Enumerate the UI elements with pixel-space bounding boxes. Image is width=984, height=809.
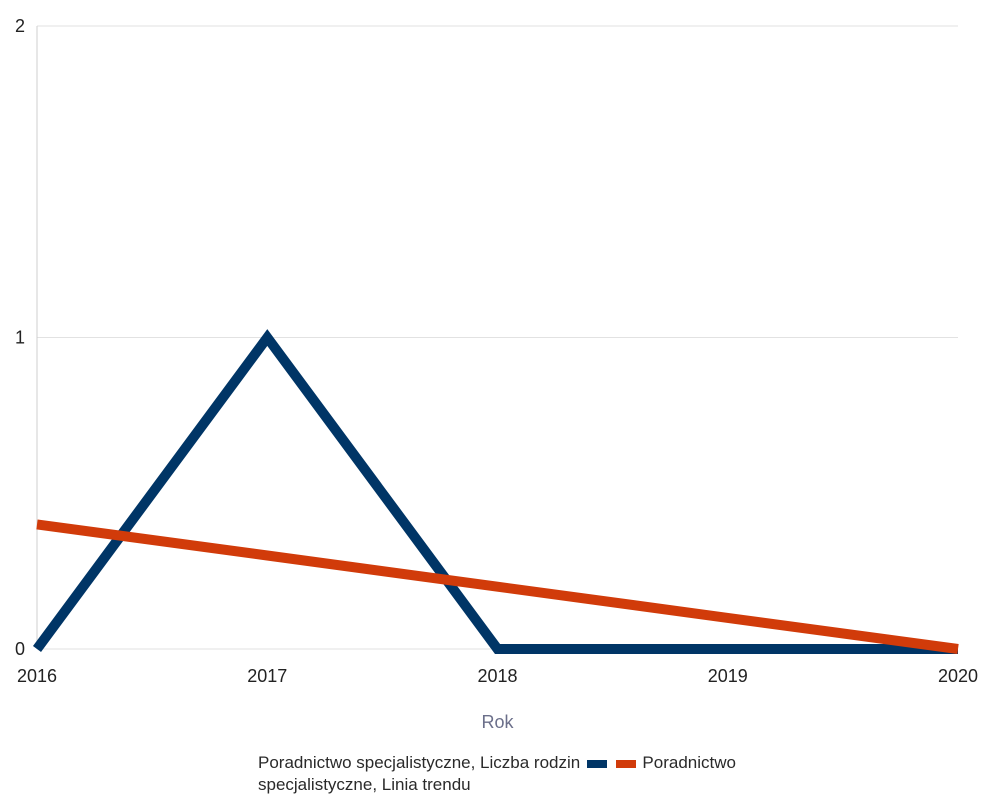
x-tick-label: 2020	[938, 666, 978, 686]
legend-label-1: Poradnictwo specjalistyczne, Linia trend…	[258, 753, 736, 794]
legend-swatch-1	[615, 759, 636, 768]
legend-label-0: Poradnictwo specjalistyczne, Liczba rodz…	[258, 753, 581, 772]
legend-item-0: Poradnictwo specjalistyczne, Liczba rodz…	[258, 753, 614, 772]
series-line-liczba-rodzin	[32, 329, 958, 654]
legend: Poradnictwo specjalistyczne, Liczba rodz…	[258, 752, 818, 796]
gridlines	[37, 25, 958, 650]
x-axis-title: Rok	[481, 712, 514, 732]
x-tick-label: 2019	[708, 666, 748, 686]
series-line-linia-trendu	[36, 519, 959, 654]
y-tick-label: 2	[15, 16, 25, 36]
y-axis-ticks: 0 1 2	[15, 16, 25, 659]
x-tick-label: 2017	[247, 666, 287, 686]
x-axis-ticks: 2016 2017 2018 2019 2020	[17, 666, 978, 686]
series-lines	[32, 329, 959, 654]
y-tick-label: 0	[15, 639, 25, 659]
legend-swatch-0	[586, 759, 607, 768]
y-tick-label: 1	[15, 328, 25, 348]
legend-item-1: Poradnictwo specjalistyczne, Linia trend…	[258, 753, 736, 794]
x-tick-label: 2016	[17, 666, 57, 686]
x-tick-label: 2018	[477, 666, 517, 686]
